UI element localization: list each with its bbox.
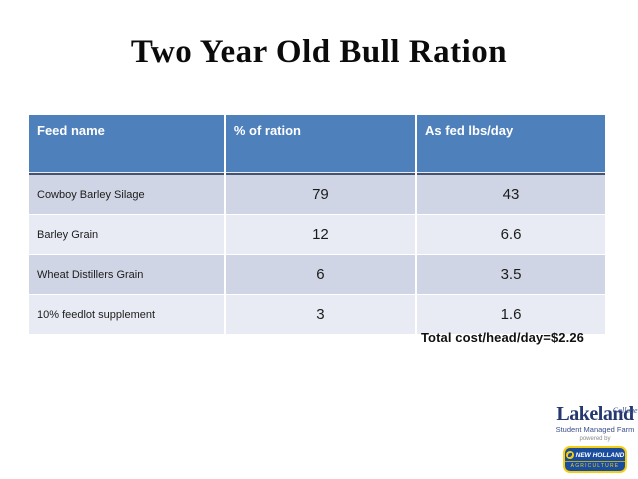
new-holland-badge: NEW HOLLAND AGRICULTURE xyxy=(563,446,627,473)
pct-cell: 3 xyxy=(223,294,417,334)
powered-by-text: powered by xyxy=(579,436,611,442)
lakeland-wordmark: Lakeland College xyxy=(556,403,637,425)
page-title: Two Year Old Bull Ration xyxy=(130,34,508,70)
feed-name-cell: Barley Grain xyxy=(29,214,225,255)
college-text: College xyxy=(612,406,638,415)
table-row: 10% feedlot supplement 3 1.6 xyxy=(29,294,605,334)
table-row: Cowboy Barley Silage 79 43 xyxy=(29,173,605,215)
column-header-feed-name: Feed name xyxy=(29,115,225,174)
pct-cell: 79 xyxy=(223,173,417,215)
table-header-row: Feed name % of ration As fed lbs/day xyxy=(29,115,605,174)
feed-name-cell: 10% feedlot supplement xyxy=(29,294,225,334)
new-holland-agriculture-text: AGRICULTURE xyxy=(565,461,625,471)
lbs-cell: 3.5 xyxy=(415,254,605,295)
table-row: Barley Grain 12 6.6 xyxy=(29,214,605,255)
student-managed-farm-text: Student Managed Farm xyxy=(555,425,635,434)
column-header-as-fed: As fed lbs/day xyxy=(415,115,605,174)
pct-cell: 6 xyxy=(223,254,417,295)
lakeland-name-text: Lakeland xyxy=(556,403,634,425)
ration-table: Feed name % of ration As fed lbs/day Cow… xyxy=(29,115,605,334)
table-row: Wheat Distillers Grain 6 3.5 xyxy=(29,254,605,295)
total-cost-note: Total cost/head/day=$2.26 xyxy=(420,330,584,345)
new-holland-name: NEW HOLLAND xyxy=(575,451,625,459)
lbs-cell: 6.6 xyxy=(415,214,605,255)
pct-cell: 12 xyxy=(223,214,417,255)
lbs-cell: 43 xyxy=(415,173,605,215)
lbs-cell: 1.6 xyxy=(415,294,605,334)
new-holland-leaf-icon xyxy=(565,451,574,459)
lakeland-college-logo: Lakeland College Student Managed Farm po… xyxy=(554,403,638,473)
column-header-pct-ration: % of ration xyxy=(223,115,417,174)
feed-name-cell: Wheat Distillers Grain xyxy=(29,254,225,295)
feed-name-cell: Cowboy Barley Silage xyxy=(29,173,225,215)
